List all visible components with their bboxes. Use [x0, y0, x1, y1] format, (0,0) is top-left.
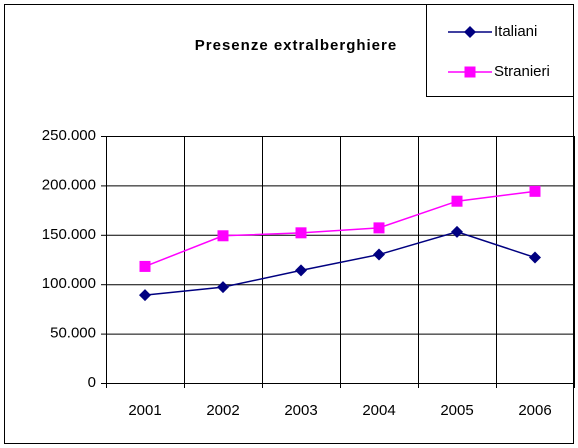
data-point [451, 195, 463, 207]
x-tick-label: 2005 [440, 402, 473, 419]
y-tick-label: 100.000 [42, 275, 96, 292]
legend-box [426, 4, 574, 97]
data-point [295, 227, 307, 239]
x-tick-label: 2004 [362, 402, 395, 419]
x-tick-label: 2003 [284, 402, 317, 419]
data-point [529, 251, 541, 264]
legend-label: Italiani [494, 23, 537, 40]
data-point [373, 222, 385, 234]
series-line [144, 231, 536, 296]
y-tick-label: 0 [88, 374, 96, 391]
chart-title: Presenze extralberghiere [195, 37, 397, 54]
x-tick-label: 2002 [206, 402, 239, 419]
x-tick-label: 2006 [518, 402, 551, 419]
data-point [451, 225, 463, 238]
data-point [529, 185, 541, 197]
data-point [295, 264, 307, 277]
y-tick-label: 150.000 [42, 226, 96, 243]
data-point [139, 260, 151, 272]
x-tick-label: 2001 [128, 402, 161, 419]
legend-marker [464, 66, 476, 78]
y-tick-label: 250.000 [42, 127, 96, 144]
data-point [217, 230, 229, 242]
data-point [139, 289, 151, 302]
legend-marker [464, 26, 476, 38]
data-point [373, 248, 385, 261]
series-line [144, 190, 536, 268]
y-tick-label: 200.000 [42, 176, 96, 193]
data-point [217, 281, 229, 294]
legend-label: Stranieri [494, 63, 550, 80]
y-tick-label: 50.000 [50, 325, 96, 342]
